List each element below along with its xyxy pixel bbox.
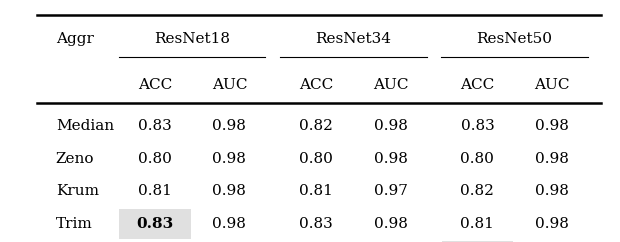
Text: 0.98: 0.98 <box>535 217 569 231</box>
Text: AUC: AUC <box>373 78 409 92</box>
Text: Trim: Trim <box>56 217 92 231</box>
Text: AUC: AUC <box>534 78 570 92</box>
Text: ACC: ACC <box>460 78 495 92</box>
Text: 0.98: 0.98 <box>535 119 569 133</box>
Text: 0.83: 0.83 <box>138 119 172 133</box>
Text: 0.81: 0.81 <box>299 184 333 198</box>
Text: 0.80: 0.80 <box>138 151 172 166</box>
Text: 0.98: 0.98 <box>535 184 569 198</box>
Text: 0.98: 0.98 <box>374 151 407 166</box>
Text: ResNet34: ResNet34 <box>316 32 391 46</box>
Text: 0.98: 0.98 <box>535 151 569 166</box>
Text: 0.98: 0.98 <box>374 217 407 231</box>
Text: 0.98: 0.98 <box>213 217 246 231</box>
Text: Aggr: Aggr <box>56 32 94 46</box>
Text: 0.82: 0.82 <box>299 119 333 133</box>
Text: 0.98: 0.98 <box>374 119 407 133</box>
Text: Krum: Krum <box>56 184 99 198</box>
Text: 0.98: 0.98 <box>213 184 246 198</box>
Text: 0.80: 0.80 <box>461 151 494 166</box>
Text: 0.83: 0.83 <box>299 217 333 231</box>
Text: 0.83: 0.83 <box>461 119 494 133</box>
Text: ACC: ACC <box>138 78 172 92</box>
Text: 0.98: 0.98 <box>213 119 246 133</box>
Text: ResNet50: ResNet50 <box>477 32 552 46</box>
Text: ResNet18: ResNet18 <box>154 32 230 46</box>
Text: 0.98: 0.98 <box>213 151 246 166</box>
Text: 0.97: 0.97 <box>374 184 407 198</box>
Text: 0.81: 0.81 <box>138 184 172 198</box>
Text: 0.80: 0.80 <box>299 151 333 166</box>
Text: Median: Median <box>56 119 114 133</box>
Text: ACC: ACC <box>299 78 334 92</box>
FancyBboxPatch shape <box>119 209 191 239</box>
Text: Zeno: Zeno <box>56 151 94 166</box>
Text: AUC: AUC <box>211 78 247 92</box>
Text: 0.81: 0.81 <box>461 217 494 231</box>
Text: 0.82: 0.82 <box>461 184 494 198</box>
Text: 0.83: 0.83 <box>136 217 174 231</box>
